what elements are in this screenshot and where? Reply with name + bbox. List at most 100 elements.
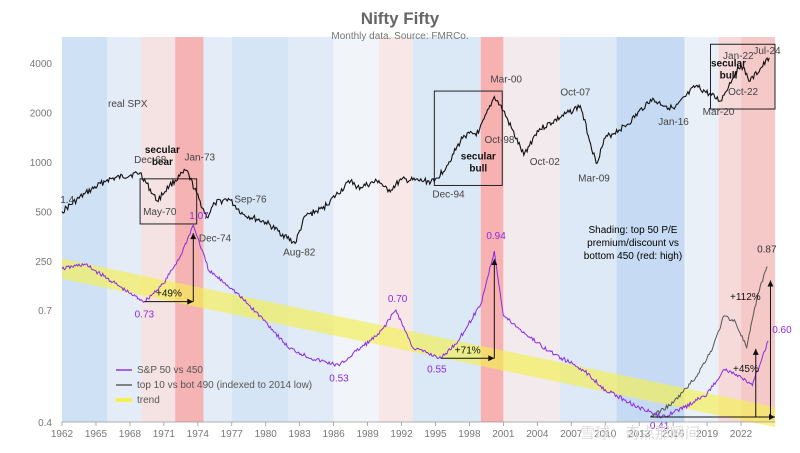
x-tick-label: 1983 [289,429,312,440]
ratio-annotation: 0.53 [329,374,349,385]
spx-annotation: Dec-74 [199,233,232,244]
gain-label: +71% [455,345,481,356]
ratio-annotation: 0.73 [135,310,155,321]
x-tick-label: 1986 [322,429,345,440]
spx-annotation: Oct-02 [530,157,560,168]
x-tick-label: 2022 [730,429,753,440]
shading-band [559,37,617,422]
y-tick-label-spx: 1000 [30,158,53,169]
x-tick-label: 1977 [221,429,244,440]
legend-label: top 10 vs bot 490 (indexed to 2014 low) [137,380,312,391]
legend: S&P 50 vs 450 top 10 vs bot 490 (indexed … [116,365,312,406]
arrow-head [187,298,194,305]
arrow-head [488,355,495,362]
secular-region-box [709,43,776,110]
y-tick-label-spx: 500 [35,208,52,219]
series-line [650,266,768,418]
x-tick-label: 1965 [85,429,108,440]
spx-annotation: Oct-22 [728,87,758,98]
x-tick-label: 1989 [356,429,379,440]
spx-annotation: Oct-07 [560,88,590,99]
spx-annotation: Jan-16 [658,117,689,128]
chart-subtitle: Monthly data. Source: FMRCo. [331,31,468,42]
x-tick-label: 1998 [458,429,481,440]
secular-region-box [433,90,503,186]
spx-annotation: Mar-20 [703,107,735,118]
legend-label: trend [137,395,160,406]
x-tick-label: 2019 [696,429,719,440]
secular-region-label: secular [145,145,180,156]
shading-band [62,37,108,422]
ratio-annotation: 0.70 [388,294,408,305]
x-tick-label: 2001 [492,429,515,440]
spx-annotation: Jan-22 [723,51,754,62]
secular-region-label: bull [720,70,738,81]
x-tick-label: 1980 [255,429,278,440]
x-tick-label: 2016 [662,429,685,440]
shading-band [231,37,289,422]
watermark: 雪球：奇点那瞬间 [580,424,700,442]
shading-band [718,37,742,422]
spx-annotation: Dec-94 [432,190,465,201]
x-tick-label: 2013 [628,429,651,440]
arrow-head [767,280,774,287]
x-tick-label: 1962 [51,429,74,440]
shading-note-line-1: Shading: top 50 P/E [589,225,678,236]
spx-annotation: Sep-76 [234,194,267,205]
shading-band [288,37,334,422]
spx-annotation: May-70 [143,207,177,218]
shading-band [203,37,232,422]
trend-band-shape [62,258,775,428]
ratio-annotation: 0.94 [486,231,506,242]
shading-note-line-2: premium/discount vs [587,238,679,249]
trend-band [62,258,775,428]
x-tick-label: 2010 [594,429,617,440]
ratio-annotation: 0.41 [650,421,670,432]
arrow-head [190,233,197,240]
x-tick-label: 2007 [560,429,583,440]
gain-label: +45% [733,364,759,375]
spx-annotation: Mar-00 [490,75,522,86]
shading-band [141,37,176,422]
ratio-annotation: 0.60 [772,325,792,336]
ratio-annotation: 1.07 [189,211,209,222]
shading-band [412,37,481,422]
series-lines [61,57,770,419]
spx-annotation: Mar-09 [578,173,610,184]
spx-annotation: Jul-24 [753,46,781,57]
arrow-head [491,258,498,265]
secular-region-label: bull [469,163,487,174]
x-tick-label: 1971 [153,429,176,440]
spx-series-label: real SPX [108,99,148,110]
series-line [61,223,769,419]
gain-label: +112% [730,292,761,303]
ratio-annotation: 0.87 [757,244,777,255]
arrow-head [752,348,759,355]
legend-label: S&P 50 vs 450 [137,365,203,376]
x-tick-label: 1992 [390,429,413,440]
x-tick-label: 2004 [526,429,549,440]
secular-region-label: secular [711,58,746,69]
secular-region-box [139,178,198,225]
shading-note: Shading: top 50 P/E premium/discount vs … [584,225,682,262]
series-line [61,57,770,245]
spx-annotation: Dec-68 [134,155,167,166]
spx-annotation: 1.4 [60,195,74,206]
y-tick-label-ratio: 0.7 [38,306,52,317]
spx-annotation: Jan-73 [184,152,215,163]
shading-band [175,37,204,422]
y-tick-label-spx: 4000 [30,59,53,70]
secular-region-label: bear [152,157,173,168]
secular-region-label: secular [461,151,496,162]
shading-band [684,37,719,422]
x-tick-label: 1995 [424,429,447,440]
gain-label: +49% [156,289,182,300]
y-tick-label-spx: 250 [35,257,52,268]
shading-band [480,37,504,422]
gain-arrows: +49% +71% +112% +45% [144,233,775,421]
y-tick-label-ratio: 0.4 [38,418,52,429]
shading-band [107,37,142,422]
axes: 1962 1965 1968 1971 1974 1977 1980 1983 1986 1989… [30,59,775,440]
